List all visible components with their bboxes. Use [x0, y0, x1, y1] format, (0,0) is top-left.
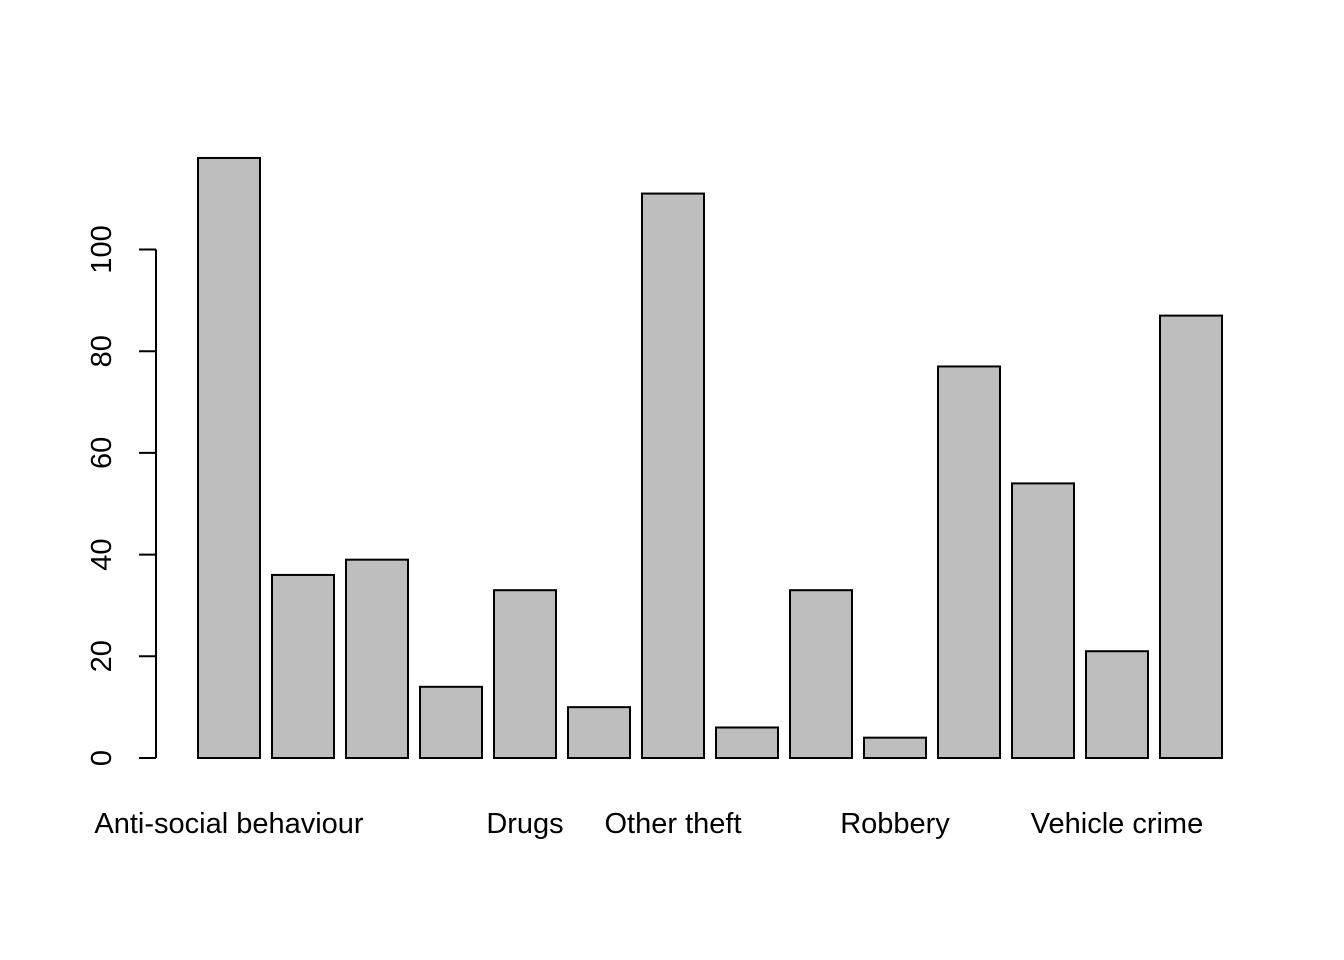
x-tick-label-0: Anti-social behaviour [94, 808, 364, 840]
x-axis-labels: Anti-social behaviour Drugs Other theft Rob… [94, 808, 1203, 840]
bar-12 [1085, 650, 1149, 760]
bar-8 [789, 589, 853, 759]
bar-6 [641, 192, 705, 759]
x-tick-label-9: Robbery [840, 808, 950, 840]
x-tick-label-6: Other theft [604, 808, 741, 840]
bar-4 [493, 589, 557, 759]
bar-9 [863, 736, 927, 759]
y-tick-label-1: 20 [86, 640, 118, 672]
bar-5 [567, 706, 631, 760]
y-tick-label-5: 100 [86, 225, 118, 273]
bar-10 [937, 365, 1001, 759]
y-ticks: 0 20 40 60 80 100 [86, 225, 156, 766]
x-tick-label-12: Vehicle crime [1031, 808, 1203, 840]
y-tick-label-0: 0 [86, 750, 118, 766]
bar-13 [1159, 314, 1223, 759]
bar-1 [271, 573, 335, 759]
x-tick-label-4: Drugs [486, 808, 563, 840]
bar-2 [345, 558, 409, 759]
bar-0 [197, 156, 261, 760]
y-tick-label-2: 40 [86, 538, 118, 570]
bar-3 [419, 685, 483, 759]
bar-11 [1011, 482, 1075, 759]
y-tick-label-3: 60 [86, 437, 118, 469]
bar-7 [715, 726, 779, 759]
bars [197, 156, 1223, 760]
y-tick-label-4: 80 [86, 335, 118, 367]
